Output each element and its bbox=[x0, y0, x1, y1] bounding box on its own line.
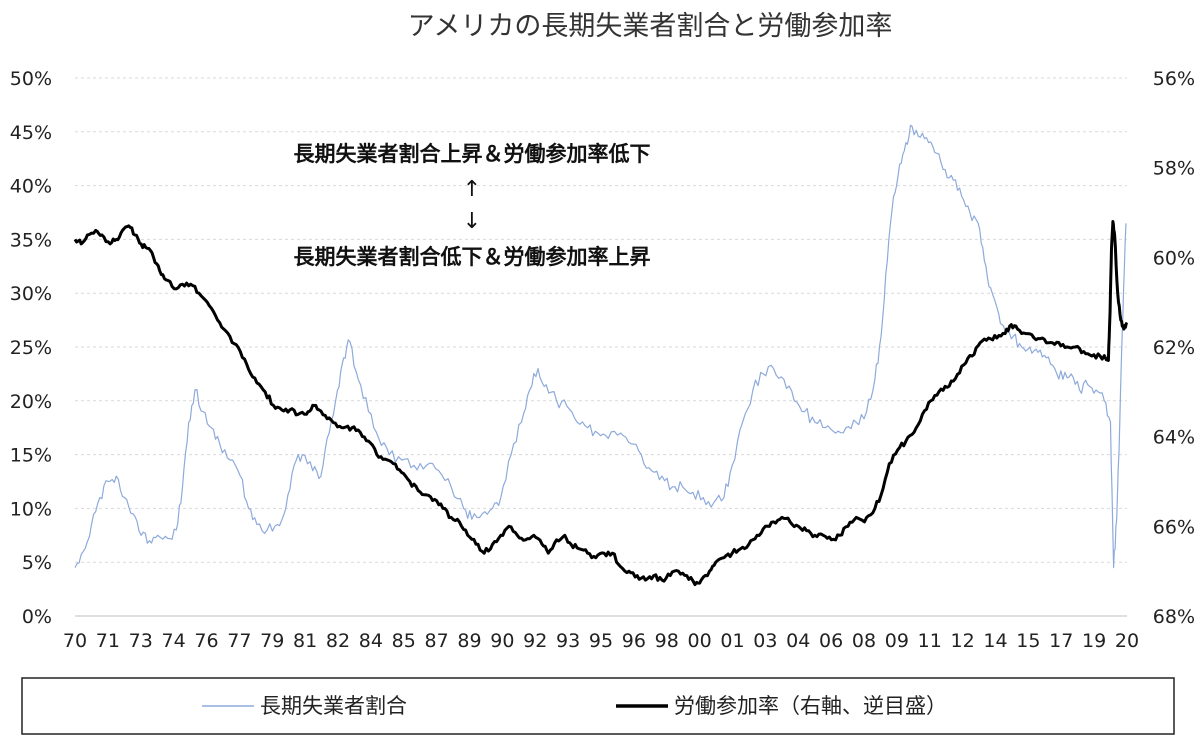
x-tick-label: 77 bbox=[227, 630, 251, 652]
x-tick-label: 14 bbox=[983, 630, 1007, 652]
right-tick-label: 58% bbox=[1153, 158, 1195, 180]
series-line-long-term-unemployment bbox=[74, 124, 1127, 569]
left-tick-label: 50% bbox=[10, 68, 52, 90]
x-tick-label: 95 bbox=[589, 630, 613, 652]
left-tick-label: 10% bbox=[10, 498, 52, 520]
left-axis: 50% 45% 40% 35% 30% 25% 20% 15% 10% 5% 0% bbox=[10, 68, 52, 628]
legend: 長期失業者割合 労働参加率（右軸、逆目盛） bbox=[21, 677, 1175, 735]
right-tick-label: 66% bbox=[1153, 516, 1195, 538]
x-tick-label: 85 bbox=[392, 630, 416, 652]
left-tick-label: 0% bbox=[22, 606, 52, 628]
x-tick-label: 08 bbox=[852, 630, 876, 652]
x-tick-label: 06 bbox=[819, 630, 843, 652]
x-tick-label: 20 bbox=[1115, 630, 1139, 652]
left-tick-label: 45% bbox=[10, 122, 52, 144]
x-tick-label: 74 bbox=[162, 630, 186, 652]
left-tick-label: 35% bbox=[10, 229, 52, 251]
x-tick-label: 01 bbox=[720, 630, 744, 652]
left-tick-label: 25% bbox=[10, 337, 52, 359]
grid bbox=[75, 77, 1127, 617]
x-tick-label: 00 bbox=[688, 630, 712, 652]
x-tick-label: 71 bbox=[96, 630, 120, 652]
x-tick-label: 73 bbox=[129, 630, 153, 652]
right-tick-label: 64% bbox=[1153, 427, 1195, 449]
x-tick-label: 93 bbox=[556, 630, 580, 652]
x-tick-label: 11 bbox=[918, 630, 942, 652]
x-tick-label: 17 bbox=[1049, 630, 1073, 652]
x-tick-label: 90 bbox=[490, 630, 514, 652]
x-axis: 70 71 73 74 76 77 79 81 82 84 85 87 89 90 92 93 95 96 98 00… bbox=[63, 630, 1139, 652]
x-tick-label: 19 bbox=[1082, 630, 1106, 652]
legend-box bbox=[21, 677, 1175, 735]
series-line-participation-rate bbox=[73, 220, 1129, 587]
x-tick-label: 89 bbox=[457, 630, 481, 652]
left-tick-label: 40% bbox=[10, 176, 52, 198]
right-axis: 56% 58% 60% 62% 64% 66% 68% bbox=[1153, 68, 1195, 628]
arrow-up: ↑ bbox=[463, 177, 481, 202]
x-tick-label: 87 bbox=[425, 630, 449, 652]
left-tick-label: 5% bbox=[22, 552, 52, 574]
arrow-down: ↓ bbox=[463, 209, 481, 234]
x-tick-label: 15 bbox=[1016, 630, 1040, 652]
legend-label-participation-rate: 労働参加率（右軸、逆目盛） bbox=[674, 694, 947, 718]
left-tick-label: 15% bbox=[10, 445, 52, 467]
left-tick-label: 20% bbox=[10, 391, 52, 413]
x-tick-label: 92 bbox=[523, 630, 547, 652]
annotation-top: 長期失業者割合上昇＆労働参加率低下 bbox=[294, 142, 651, 166]
x-tick-label: 84 bbox=[359, 630, 383, 652]
x-tick-label: 03 bbox=[753, 630, 777, 652]
annotation-bottom: 長期失業者割合低下＆労働参加率上昇 bbox=[294, 245, 651, 269]
x-tick-label: 79 bbox=[260, 630, 284, 652]
chart-title: アメリカの長期失業者割合と労働参加率 bbox=[408, 11, 893, 42]
x-tick-label: 82 bbox=[326, 630, 350, 652]
plot-area bbox=[73, 124, 1129, 587]
x-tick-label: 96 bbox=[622, 630, 646, 652]
left-tick-label: 30% bbox=[10, 283, 52, 305]
x-tick-label: 09 bbox=[885, 630, 909, 652]
right-tick-label: 56% bbox=[1153, 68, 1195, 90]
right-tick-label: 60% bbox=[1153, 247, 1195, 269]
right-tick-label: 62% bbox=[1153, 337, 1195, 359]
x-tick-label: 98 bbox=[655, 630, 679, 652]
legend-label-long-term-unemployment: 長期失業者割合 bbox=[260, 694, 407, 718]
x-tick-label: 70 bbox=[63, 630, 87, 652]
right-tick-label: 68% bbox=[1153, 606, 1195, 628]
x-tick-label: 76 bbox=[194, 630, 218, 652]
x-tick-label: 81 bbox=[293, 630, 317, 652]
x-tick-label: 12 bbox=[951, 630, 975, 652]
x-tick-label: 04 bbox=[786, 630, 810, 652]
